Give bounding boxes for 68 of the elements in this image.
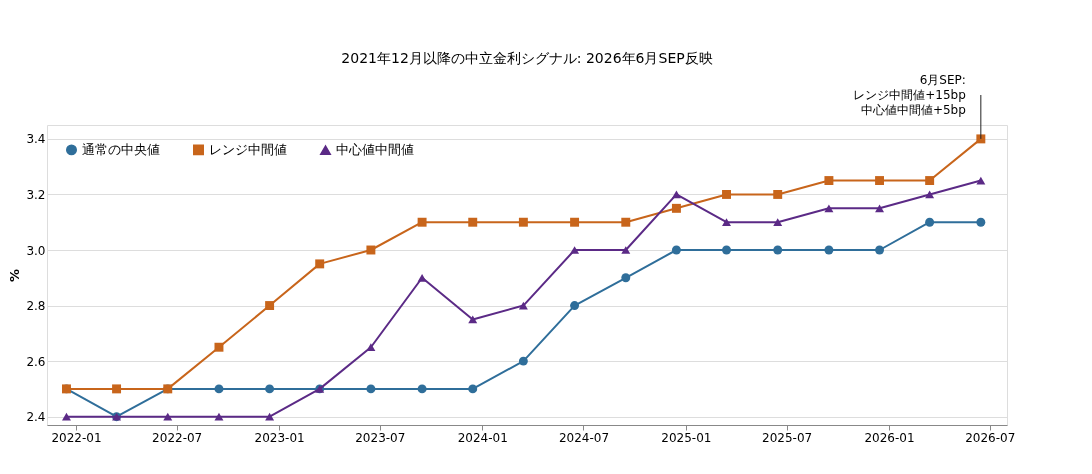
- point: [570, 246, 580, 254]
- point: [621, 273, 631, 283]
- point: [112, 384, 122, 394]
- x-tick-label: 2023-01: [254, 430, 305, 445]
- x-tick-label: 2026-07: [965, 430, 1016, 445]
- point: [366, 343, 376, 352]
- point: [315, 259, 325, 269]
- point: [671, 203, 681, 213]
- point: [621, 217, 631, 227]
- point: [214, 384, 224, 394]
- point: [722, 218, 731, 227]
- point: [417, 273, 427, 282]
- point: [570, 301, 580, 311]
- point: [773, 218, 783, 227]
- point: [518, 356, 528, 366]
- point: [621, 246, 631, 254]
- y-tick-label: 2.8: [26, 299, 46, 314]
- point: [722, 245, 731, 255]
- point: [976, 134, 986, 144]
- point: [518, 217, 528, 227]
- chart-title: 2021年12月以降の中立金利シグナル: 2026年6月SEP反映: [341, 50, 713, 66]
- point: [773, 245, 783, 255]
- x-tick-label: 2026-01: [864, 430, 915, 445]
- point: [214, 412, 224, 421]
- x-tick-label: 2025-07: [762, 430, 813, 445]
- point: [265, 412, 275, 421]
- point: [671, 245, 681, 255]
- point: [570, 217, 580, 227]
- x-tick-label: 2025-01: [661, 430, 712, 445]
- point: [265, 384, 275, 394]
- x-tick-label: 2022-07: [152, 430, 203, 445]
- point: [214, 342, 224, 352]
- point: [265, 301, 275, 311]
- point: [722, 189, 731, 199]
- point: [417, 384, 427, 394]
- legend-label: 通常の中央値: [82, 141, 160, 157]
- point: [875, 245, 885, 255]
- point: [824, 176, 834, 186]
- point: [366, 245, 376, 255]
- point: [62, 412, 71, 421]
- y-tick-label: 2.6: [26, 354, 46, 369]
- y-axis-title: %: [7, 268, 23, 283]
- point: [366, 384, 376, 394]
- legend-label: 中心値中間値: [336, 142, 414, 158]
- x-tick-label: 2023-07: [355, 430, 406, 445]
- point: [824, 245, 834, 255]
- x-tick-label: 2022-01: [51, 430, 102, 445]
- y-tick-label: 2.4: [26, 410, 46, 425]
- y-tick-label: 3.2: [26, 187, 46, 202]
- x-tick-label: 2024-07: [558, 430, 610, 445]
- point: [163, 412, 173, 421]
- x-tick-label: 2024-01: [457, 430, 508, 445]
- point: [925, 217, 935, 227]
- y-tick-label: 3.4: [26, 132, 46, 147]
- legend-label: レンジ中間値: [209, 141, 287, 157]
- point: [417, 217, 427, 227]
- y-tick-label: 3.0: [26, 243, 46, 258]
- point: [468, 384, 478, 394]
- point: [468, 315, 478, 324]
- point: [824, 204, 834, 213]
- point: [925, 176, 935, 186]
- point: [468, 217, 478, 227]
- point: [875, 204, 885, 213]
- point: [773, 189, 783, 199]
- point: [875, 176, 885, 186]
- annotation: 6月SEP: レンジ中間値+15bp 中心値中間値+5bp: [853, 73, 966, 117]
- point: [671, 190, 681, 199]
- point: [976, 217, 986, 227]
